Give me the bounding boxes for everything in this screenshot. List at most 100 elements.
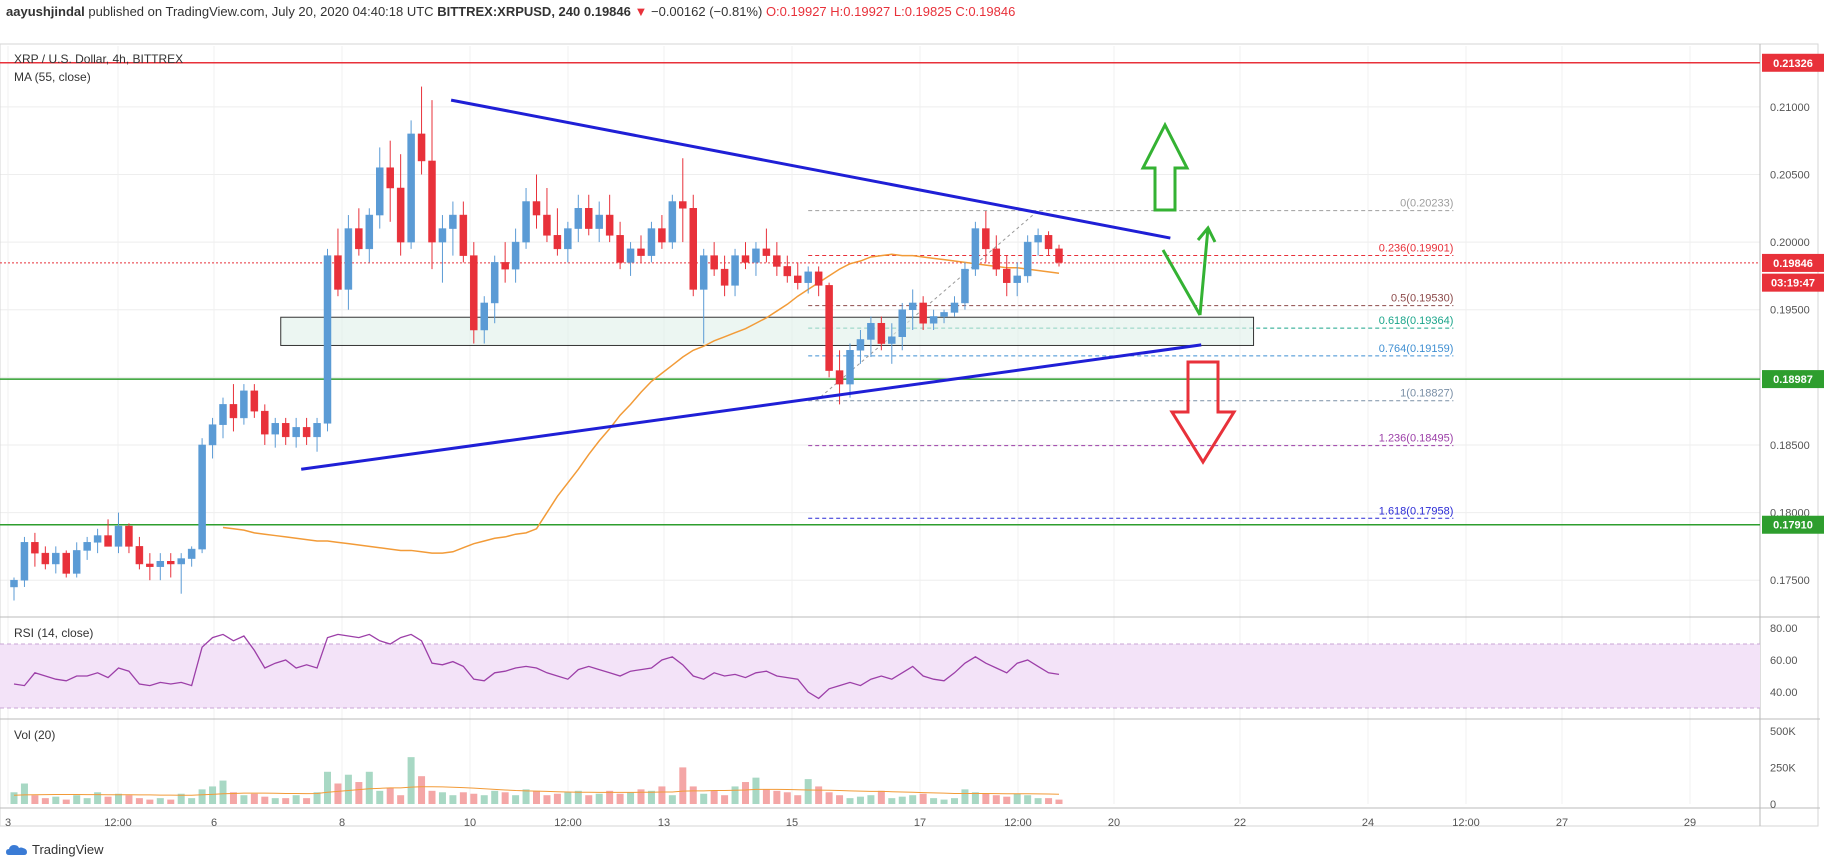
volume-bar	[773, 790, 781, 804]
legend-vol: Vol (20)	[14, 728, 55, 742]
fibonacci-retracement[interactable]: 0(0.20233) 0.236(0.19901) 0.5(0.19530) 0.61…	[808, 198, 1454, 519]
candle-body	[1034, 235, 1042, 243]
volume-bar	[428, 790, 436, 804]
zigzag-up-arrow-icon	[1161, 225, 1217, 316]
candle-body	[564, 228, 572, 250]
volume-bar	[595, 793, 603, 804]
candle-body	[72, 550, 81, 574]
candle-body	[647, 228, 656, 256]
author-name[interactable]: aayushjindal	[6, 4, 85, 19]
down-triangle-icon: ▼	[634, 4, 648, 19]
candle-body	[396, 187, 405, 243]
volume-bar	[971, 792, 979, 804]
candle-body	[52, 552, 60, 565]
volume-bar	[815, 786, 823, 804]
candle-body	[846, 350, 854, 385]
volume-bar	[752, 777, 760, 804]
volume-bar	[10, 792, 18, 804]
volume-bar	[219, 780, 227, 804]
candle-body	[480, 302, 488, 331]
volume-bar	[1034, 798, 1042, 804]
candle-body	[1055, 248, 1063, 263]
price-tick-label: 0.20000	[1770, 237, 1810, 249]
rsi-tick-label: 40.00	[1770, 687, 1798, 699]
candle-body	[83, 542, 91, 551]
arrows[interactable]	[1140, 121, 1237, 465]
candle-body	[898, 309, 906, 338]
time-tick-label: 17	[914, 817, 926, 829]
candle-body	[323, 255, 332, 424]
candle-body	[41, 552, 50, 565]
candle-body	[783, 266, 792, 277]
volume-bar	[836, 795, 844, 804]
candle-body	[250, 390, 259, 412]
candle-body	[982, 228, 990, 250]
candle-body	[710, 255, 718, 270]
volume-bar	[710, 790, 718, 804]
candle-body	[104, 535, 112, 547]
volume-bar	[156, 798, 164, 804]
candle-body	[971, 228, 980, 270]
volume-bar	[1013, 793, 1021, 804]
price-tick-label: 0.19500	[1770, 305, 1810, 317]
fib-level-label: 1(0.18827)	[1400, 388, 1453, 400]
volume-bar	[62, 799, 70, 804]
horizontal-lines	[0, 62, 1760, 526]
ohlc-values: O:0.19927 H:0.19927 L:0.19825 C:0.19846	[765, 4, 1016, 19]
candle-body	[950, 302, 959, 313]
time-tick-label: 27	[1556, 817, 1568, 829]
time-tick-label: 15	[786, 817, 798, 829]
time-tick-label: 6	[211, 817, 217, 829]
fib-level-label: 0.5(0.19530)	[1391, 293, 1453, 305]
volume-bar	[438, 792, 446, 804]
candle-body	[125, 525, 133, 547]
candle-body	[229, 404, 238, 419]
volume-bar	[846, 798, 854, 804]
pane-borders	[0, 43, 1820, 827]
candle-body	[365, 214, 374, 250]
tradingview-logo[interactable]: TradingView	[6, 842, 104, 857]
candle-body	[741, 255, 750, 263]
candle-body	[198, 444, 206, 550]
price-label-bg	[1762, 515, 1824, 534]
brand-name: TradingView	[32, 842, 104, 857]
volume-bar	[742, 782, 749, 804]
candle-body	[208, 424, 217, 446]
candle-body	[386, 167, 394, 189]
volume-bar	[334, 783, 342, 804]
volume-bar	[41, 798, 49, 804]
volume-bar	[700, 793, 708, 804]
volume-bar	[292, 795, 300, 804]
volume-tick-label: 0	[1770, 799, 1776, 811]
trend-lines[interactable]	[300, 98, 1202, 471]
volume-bar	[1045, 798, 1053, 804]
volume-bar	[271, 798, 279, 804]
price-label: 0.17910	[1773, 520, 1813, 532]
chart-header: aayushjindal published on TradingView.co…	[6, 4, 1015, 19]
volume-bar	[616, 793, 624, 804]
volume-bar	[512, 795, 520, 804]
volume-bar	[585, 795, 593, 804]
candle-body	[20, 542, 29, 581]
candle-body	[835, 370, 844, 385]
price-label: 0.21326	[1773, 58, 1813, 70]
time-axis[interactable]: 3 12:00 6 8 10 12:00 13 15 17 12:00 20 22 24 12:00 27 2…	[5, 817, 1696, 829]
volume-bar	[940, 799, 948, 804]
candle-body	[281, 423, 290, 438]
candle-body	[10, 579, 18, 588]
volume-bar	[679, 767, 687, 804]
volume-bar	[52, 796, 60, 804]
price-tick-label: 0.18500	[1770, 440, 1810, 452]
volume-bar	[668, 795, 676, 804]
candle-body	[62, 552, 70, 574]
candle-body	[156, 561, 165, 567]
time-tick-label: 8	[339, 817, 345, 829]
volume-bar	[115, 793, 122, 804]
candle-body	[637, 248, 645, 256]
ma-line	[222, 253, 1060, 554]
volume-tick-label: 250K	[1770, 762, 1796, 774]
support-zone-box[interactable]	[280, 316, 1255, 346]
volume-bar	[198, 789, 206, 804]
price-axis[interactable]: 0.210000.205000.200000.195000.190000.185…	[1762, 53, 1824, 587]
